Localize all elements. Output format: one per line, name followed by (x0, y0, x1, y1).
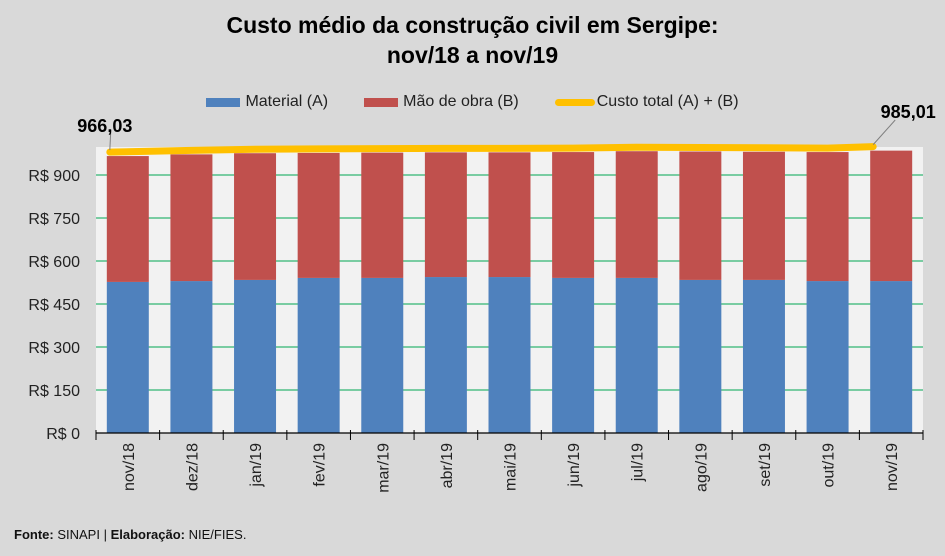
bar-material (552, 277, 595, 433)
bar-material (615, 277, 658, 433)
legend: Material (A) Mão de obra (B) Custo total… (0, 91, 945, 113)
bar-labor (297, 152, 340, 278)
x-tick-label: nov/18 (121, 443, 138, 491)
footer-source-label: Fonte: (14, 527, 54, 542)
legend-swatch-material (206, 97, 241, 107)
x-tick-label: out/19 (821, 443, 838, 488)
x-tick-label: jan/19 (248, 443, 265, 488)
bar-labor (170, 154, 213, 282)
annotation-leader (109, 129, 112, 151)
x-tick-label: fev/19 (312, 443, 329, 487)
legend-item-labor: Mão de obra (B) (364, 91, 519, 113)
bar-material (361, 277, 404, 433)
bar-material (424, 277, 467, 433)
bar-labor (679, 151, 722, 280)
annotation-leader (872, 119, 896, 145)
total-line (106, 143, 877, 156)
bar-labor (870, 150, 913, 282)
bar-material (488, 277, 531, 433)
x-tick-label: mai/19 (503, 443, 520, 491)
bar-material (742, 279, 785, 433)
footer-source-value: SINAPI | (57, 527, 107, 542)
y-tick-label: R$ 150 (28, 383, 80, 400)
x-tick-label: set/19 (757, 443, 774, 487)
bar-labor (615, 151, 658, 278)
bar-material (297, 277, 340, 433)
annotations: 966,03 985,01 (77, 102, 936, 151)
total-cost-line (106, 143, 877, 156)
bar-labor (424, 152, 467, 278)
chart-subtitle: nov/18 a nov/19 (386, 42, 559, 68)
y-tick-label: R$ 0 (46, 426, 80, 443)
x-tick-label: nov/19 (884, 443, 901, 491)
legend-label-total: Custo total (A) + (B) (596, 93, 739, 110)
bar-labor (106, 156, 149, 282)
legend-item-material: Material (A) (206, 91, 328, 113)
x-tick-label: mar/19 (375, 443, 392, 493)
x-tick-label: dez/18 (184, 443, 201, 491)
bar-labor (806, 152, 849, 282)
y-tick-label: R$ 900 (28, 168, 80, 185)
footer-credit-value: NIE/FIES. (188, 527, 247, 542)
bar-labor (361, 152, 404, 278)
x-tick-label: abr/19 (439, 443, 456, 488)
data-label: 985,01 (881, 102, 936, 122)
x-tick-labels: nov/18 dez/18 jan/19 fev/19 mar/19 abr/19 mai/… (121, 443, 901, 493)
y-tick-label: R$ 600 (28, 254, 80, 271)
bar-labor (234, 153, 277, 280)
bar-material (234, 279, 277, 433)
bar-labor (488, 152, 531, 278)
footer: Fonte: SINAPI | Elaboração: NIE/FIES. (14, 527, 246, 542)
x-tick-label: jul/19 (630, 443, 647, 482)
legend-item-total: Custo total (A) + (B) (554, 91, 739, 113)
legend-label-material: Material (A) (245, 93, 329, 110)
legend-swatch-labor (364, 97, 399, 107)
bar-material (870, 281, 913, 433)
y-tick-label: R$ 450 (28, 297, 80, 314)
data-label: 966,03 (77, 116, 132, 136)
bar-material (170, 281, 213, 433)
bar-labor (742, 151, 785, 280)
footer-credit-label: Elaboração: (110, 527, 186, 542)
legend-swatch-total (554, 98, 595, 106)
y-tick-label: R$ 300 (28, 340, 80, 357)
bar-material (806, 281, 849, 433)
legend-label-labor: Mão de obra (B) (403, 93, 519, 110)
y-tick-labels: R$ 0 R$ 150 R$ 300 R$ 450 R$ 600 R$ 750 R$ 900 (28, 168, 80, 443)
x-tick-label: ago/19 (693, 443, 710, 492)
bar-material (106, 281, 149, 433)
x-tick-label: jun/19 (566, 443, 583, 488)
bars (106, 150, 913, 433)
bar-labor (552, 152, 595, 278)
axes (95, 430, 924, 440)
bar-material (679, 279, 722, 433)
y-tick-label: R$ 750 (28, 211, 80, 228)
chart-title: Custo médio da construção civil em Sergi… (226, 12, 719, 38)
